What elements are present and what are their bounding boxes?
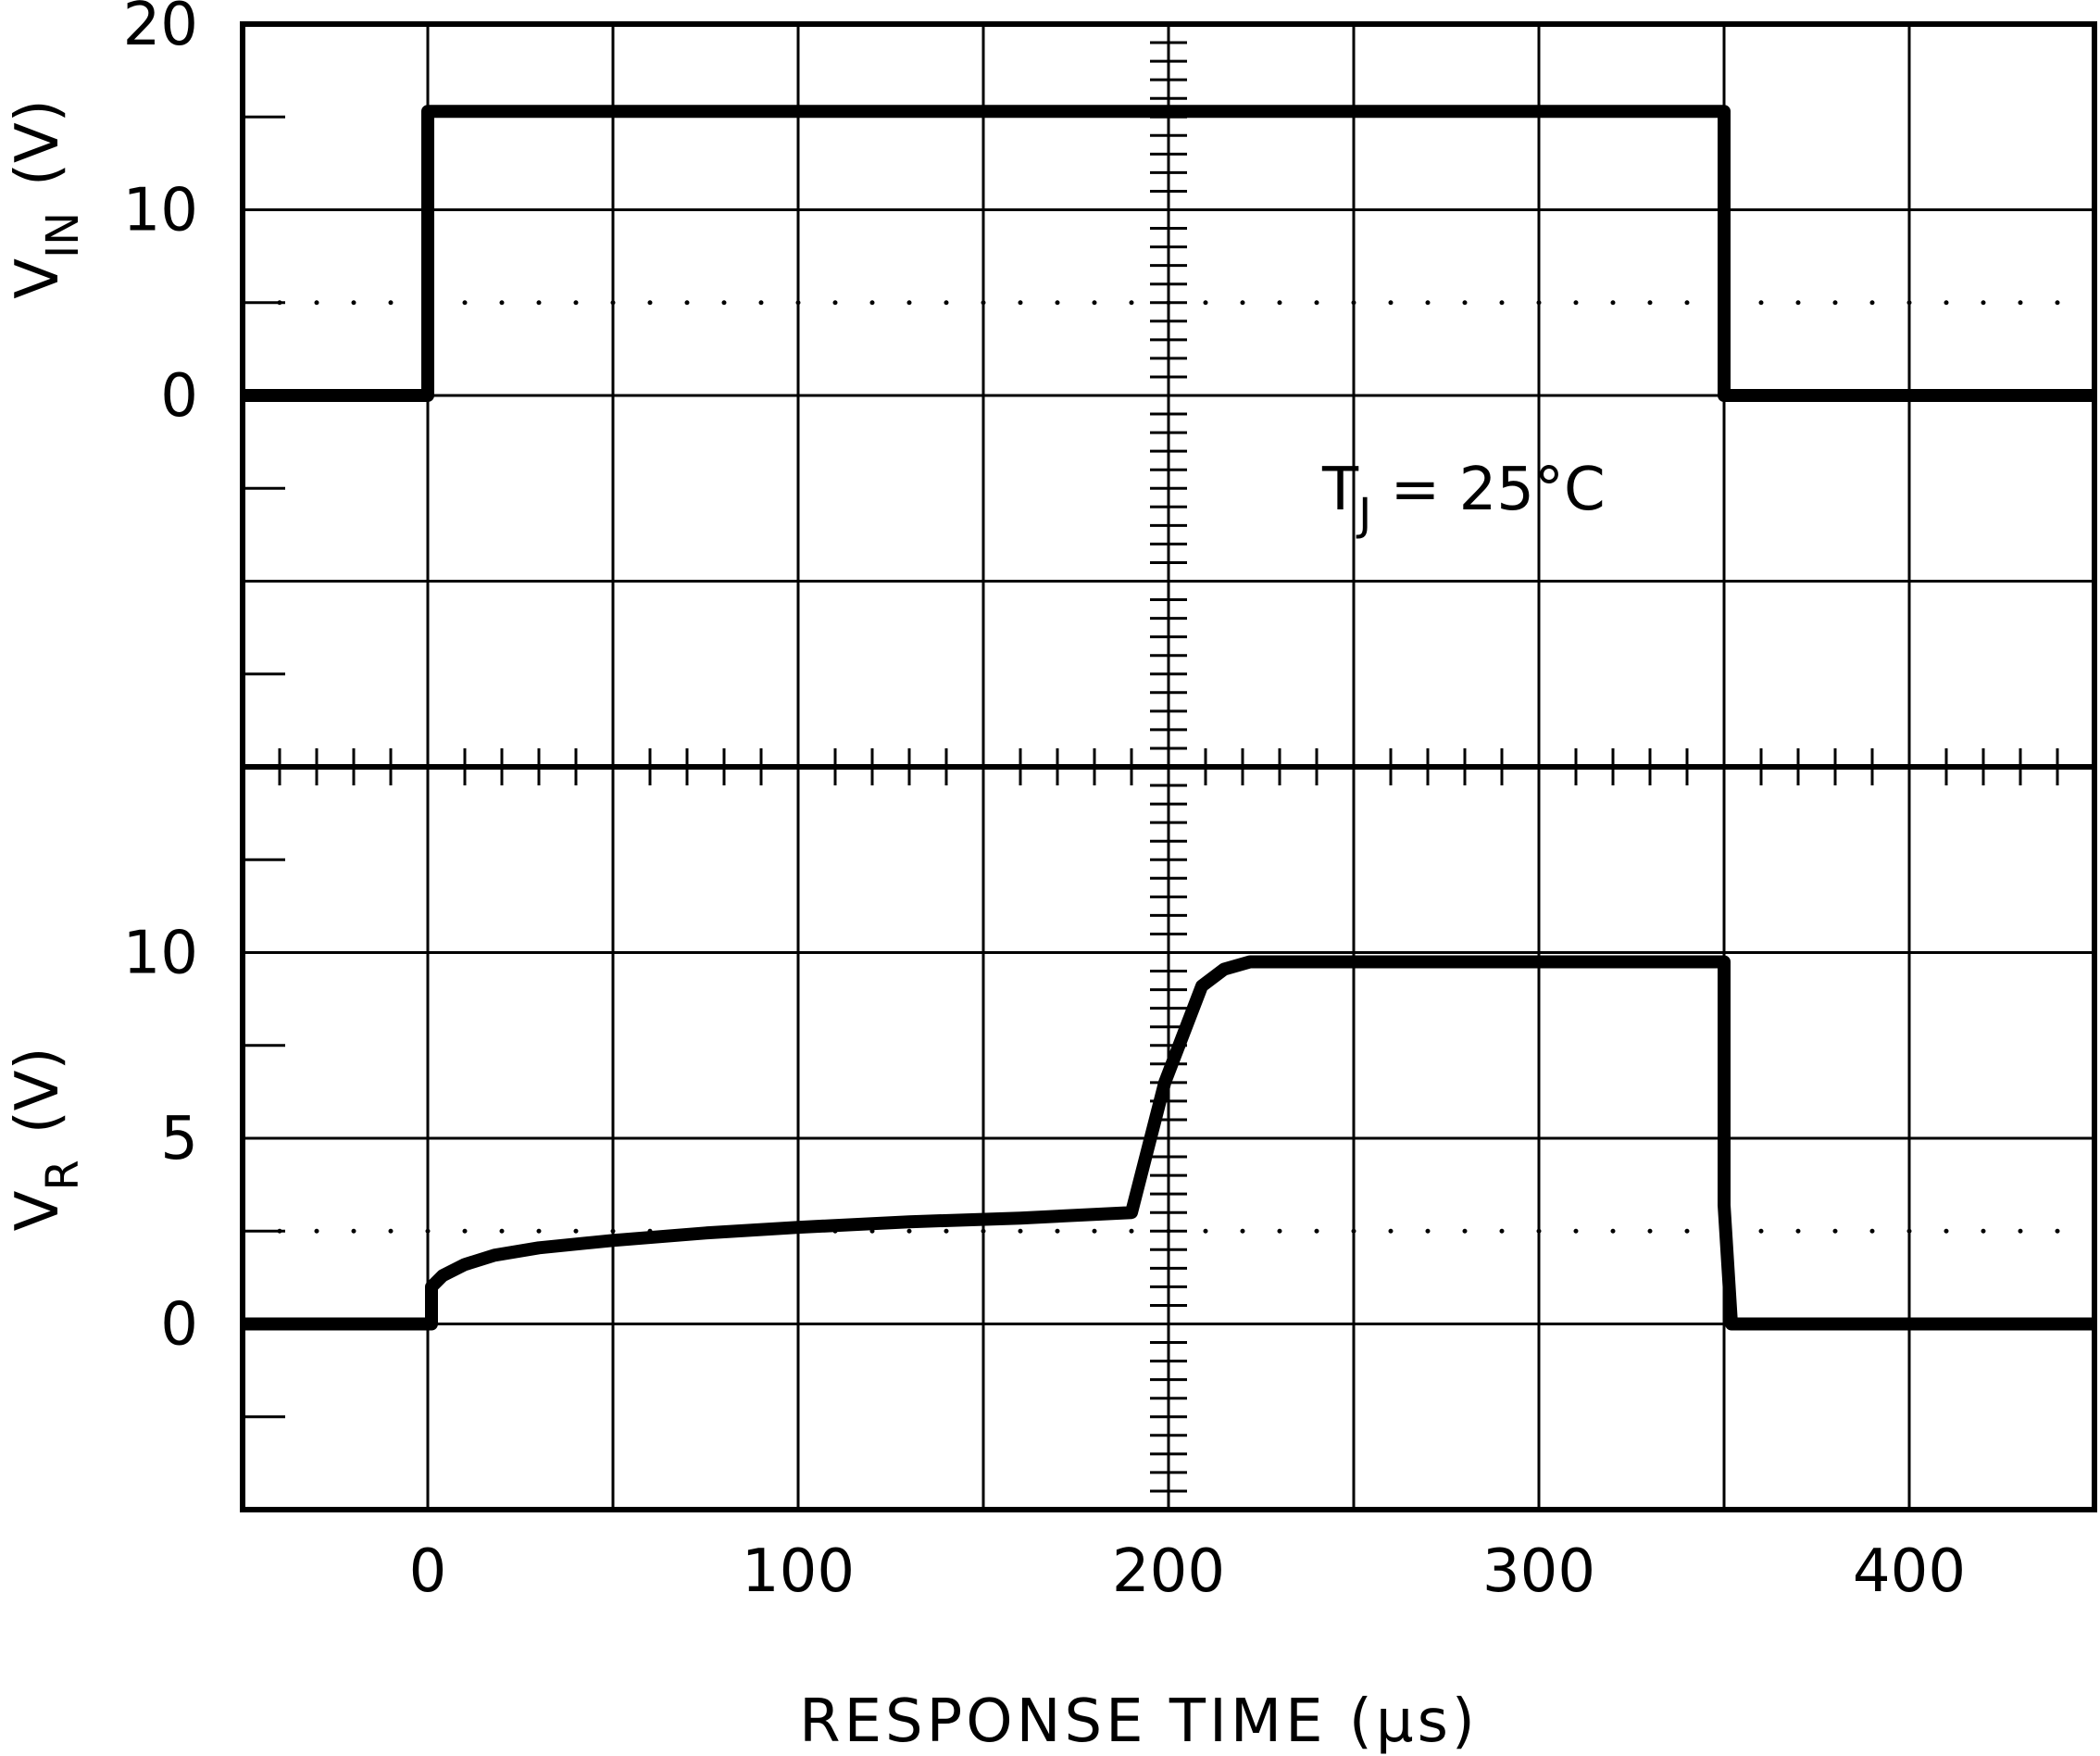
series-line — [243, 955, 2094, 1331]
y-tick-label: 10 — [123, 920, 198, 988]
x-tick-label: 400 — [1853, 1537, 1966, 1606]
y-axis-label-vr: VR(V) — [4, 1047, 89, 1232]
series-line — [243, 105, 2094, 402]
temperature-annotation: TJ = 25°C — [1321, 456, 1606, 541]
frame-layer — [240, 21, 2097, 1512]
panel-frame — [240, 764, 2097, 1512]
x-tick-label: 300 — [1482, 1537, 1595, 1606]
y-tick-label: 0 — [160, 362, 198, 431]
series-layer — [243, 105, 2094, 1331]
y-tick-label: 10 — [123, 177, 198, 245]
x-axis-label: RESPONSE TIME (μs) — [799, 1687, 1479, 1756]
y-tick-label: 20 — [123, 0, 198, 59]
y-axis-label-vin: VIN(V) — [4, 99, 89, 299]
y-tick-label: 5 — [160, 1105, 198, 1173]
x-tick-label: 100 — [742, 1537, 855, 1606]
x-tick-label: 0 — [409, 1537, 447, 1606]
x-tick-label: 200 — [1112, 1537, 1225, 1606]
y-tick-label: 0 — [160, 1291, 198, 1360]
